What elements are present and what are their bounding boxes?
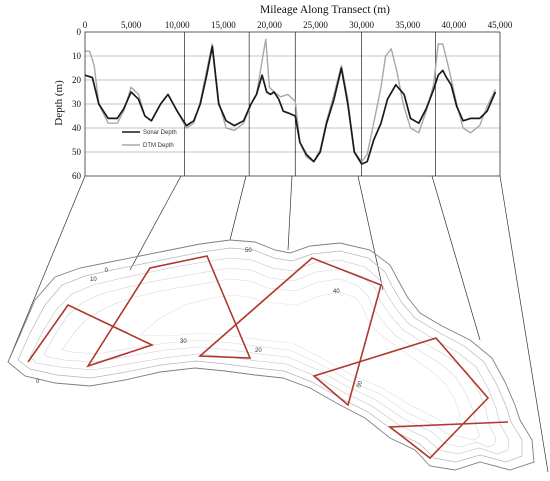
- x-tick-label: 30,000: [349, 20, 374, 30]
- connector-line: [229, 175, 247, 241]
- x-tick-label: 10,000: [165, 20, 190, 30]
- contour-label: 10: [90, 277, 97, 283]
- x-tick-label: 40,000: [442, 20, 467, 30]
- series-sonar-depth: [84, 45, 497, 165]
- connector-line: [431, 175, 481, 341]
- connector-line: [287, 175, 293, 251]
- contour-label: 0: [36, 379, 40, 385]
- legend-label-dtm: DTM Depth: [143, 143, 174, 149]
- transect-connector-lines: [7, 175, 549, 473]
- contour-line: [43, 267, 497, 448]
- contour-label: 40: [333, 289, 340, 295]
- x-tick-label: 15,000: [211, 20, 236, 30]
- chart-legend: Sonar Depth DTM Depth: [122, 130, 177, 149]
- survey-transect-path: [27, 255, 509, 460]
- legend-label-sonar: Sonar Depth: [143, 130, 177, 136]
- y-tick-label: 10: [72, 51, 82, 61]
- x-tick-label: 5,000: [121, 20, 142, 30]
- contour-label: 50: [356, 380, 364, 389]
- connector-line: [499, 175, 549, 473]
- contour-label: 30: [180, 339, 187, 345]
- horizontal-gridlines: [85, 55, 500, 153]
- lake-outline: [7, 239, 535, 471]
- y-tick-label: 40: [72, 123, 82, 133]
- x-tick-label: 20,000: [257, 20, 282, 30]
- x-tick-label: 35,000: [395, 20, 420, 30]
- y-axis-label: Depth (m): [53, 80, 65, 126]
- contour-line: [61, 278, 481, 441]
- contour-line: [17, 247, 523, 463]
- contour-line: [139, 291, 461, 425]
- y-tick-label: 60: [72, 171, 82, 181]
- chart-title: Mileage Along Transect (m): [260, 4, 390, 16]
- y-tick-label: 0: [77, 27, 82, 37]
- y-tick-label: 30: [72, 99, 82, 109]
- x-tick-label: 25,000: [303, 20, 328, 30]
- contour-label: 0: [104, 267, 109, 274]
- lake-map: 0 0 10 20 30 40 50 50: [7, 239, 535, 471]
- connector-line: [129, 175, 182, 271]
- y-tick-labels: 0 10 20 30 40 50 60: [72, 27, 82, 181]
- x-tick-label: 0: [83, 20, 88, 30]
- chart-series: [84, 38, 497, 165]
- x-tick-labels: 0 5,000 10,000 15,000 20,000 25,000 30,000 35,0…: [83, 20, 513, 30]
- y-tick-label: 20: [72, 75, 82, 85]
- y-tick-label: 50: [72, 147, 82, 157]
- x-tick-label: 45,000: [488, 20, 513, 30]
- contour-line: [29, 257, 510, 455]
- contour-label: 50: [245, 248, 252, 254]
- connector-line: [7, 175, 86, 363]
- plot-frame: [84, 31, 501, 177]
- vertical-gridlines: [184, 32, 436, 176]
- contour-label: 20: [255, 348, 262, 354]
- connector-line: [357, 175, 384, 291]
